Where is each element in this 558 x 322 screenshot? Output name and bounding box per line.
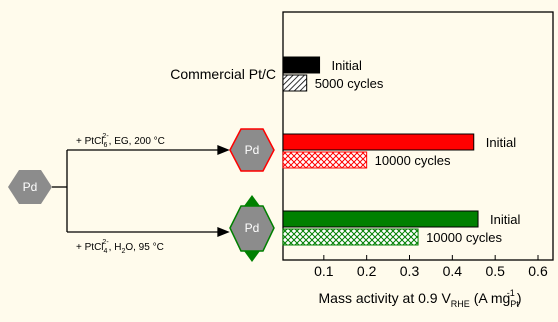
axis-title-text: (A mg — [470, 290, 510, 306]
bar-label: Initial — [486, 135, 516, 150]
octahedron-tip — [244, 195, 260, 206]
arrowhead — [218, 228, 228, 236]
particle-label: Pd — [245, 221, 260, 235]
x-tick-label: 0.1 — [314, 263, 334, 279]
scheme — [52, 146, 228, 236]
x-axis-title: Mass activity at 0.9 VRHE (A mgPt-1) — [319, 288, 522, 309]
bar — [283, 75, 307, 91]
axis-title-sup: -1 — [507, 288, 515, 298]
reagent-text: + PtCl — [76, 242, 104, 253]
bar — [283, 229, 418, 245]
x-tick-label: 0.2 — [357, 263, 377, 279]
x-tick-label: 0.4 — [443, 263, 463, 279]
axis-title-text: ) — [517, 290, 522, 306]
bar-label: Initial — [490, 212, 520, 227]
reagent: + PtCl62-, EG, 200 °C — [76, 133, 165, 149]
x-tick-label: 0.5 — [485, 263, 505, 279]
reagent-sub: 6 — [104, 142, 108, 149]
axis-title-text: Mass activity at 0.9 V — [319, 290, 452, 306]
bar-label: 10000 cycles — [426, 230, 502, 245]
axis-title-sub: RHE — [451, 299, 470, 309]
figure: Pd Pd Pd + PtCl62-, EG, 200 °C + PtCl42-… — [0, 0, 558, 322]
category-label: Commercial Pt/C — [170, 66, 276, 82]
reagent-text: + PtCl — [76, 136, 104, 147]
page: {"diagram": { "start": "Pd", "routes": [… — [0, 0, 558, 322]
x-tick-label: 0.6 — [528, 263, 548, 279]
x-tick-label: 0.3 — [400, 263, 420, 279]
bar-label: 10000 cycles — [375, 153, 451, 168]
reagent: + PtCl42-, H2O, 95 °C — [76, 239, 164, 255]
arrowhead — [218, 146, 228, 154]
octahedron-tip — [244, 251, 260, 262]
bar — [283, 134, 474, 150]
bar — [283, 211, 478, 227]
reagent-text: O, 95 °C — [125, 242, 163, 253]
reagent-text: , EG, 200 °C — [109, 136, 165, 147]
bar — [283, 57, 320, 73]
bar-label: Initial — [332, 58, 362, 73]
reagent-text: , H — [109, 242, 122, 253]
particle-label: Pd — [245, 143, 260, 157]
reagent-sub: 4 — [104, 248, 108, 255]
bar — [283, 152, 367, 168]
bar-label: 5000 cycles — [315, 76, 384, 91]
particle-label: Pd — [23, 180, 38, 194]
